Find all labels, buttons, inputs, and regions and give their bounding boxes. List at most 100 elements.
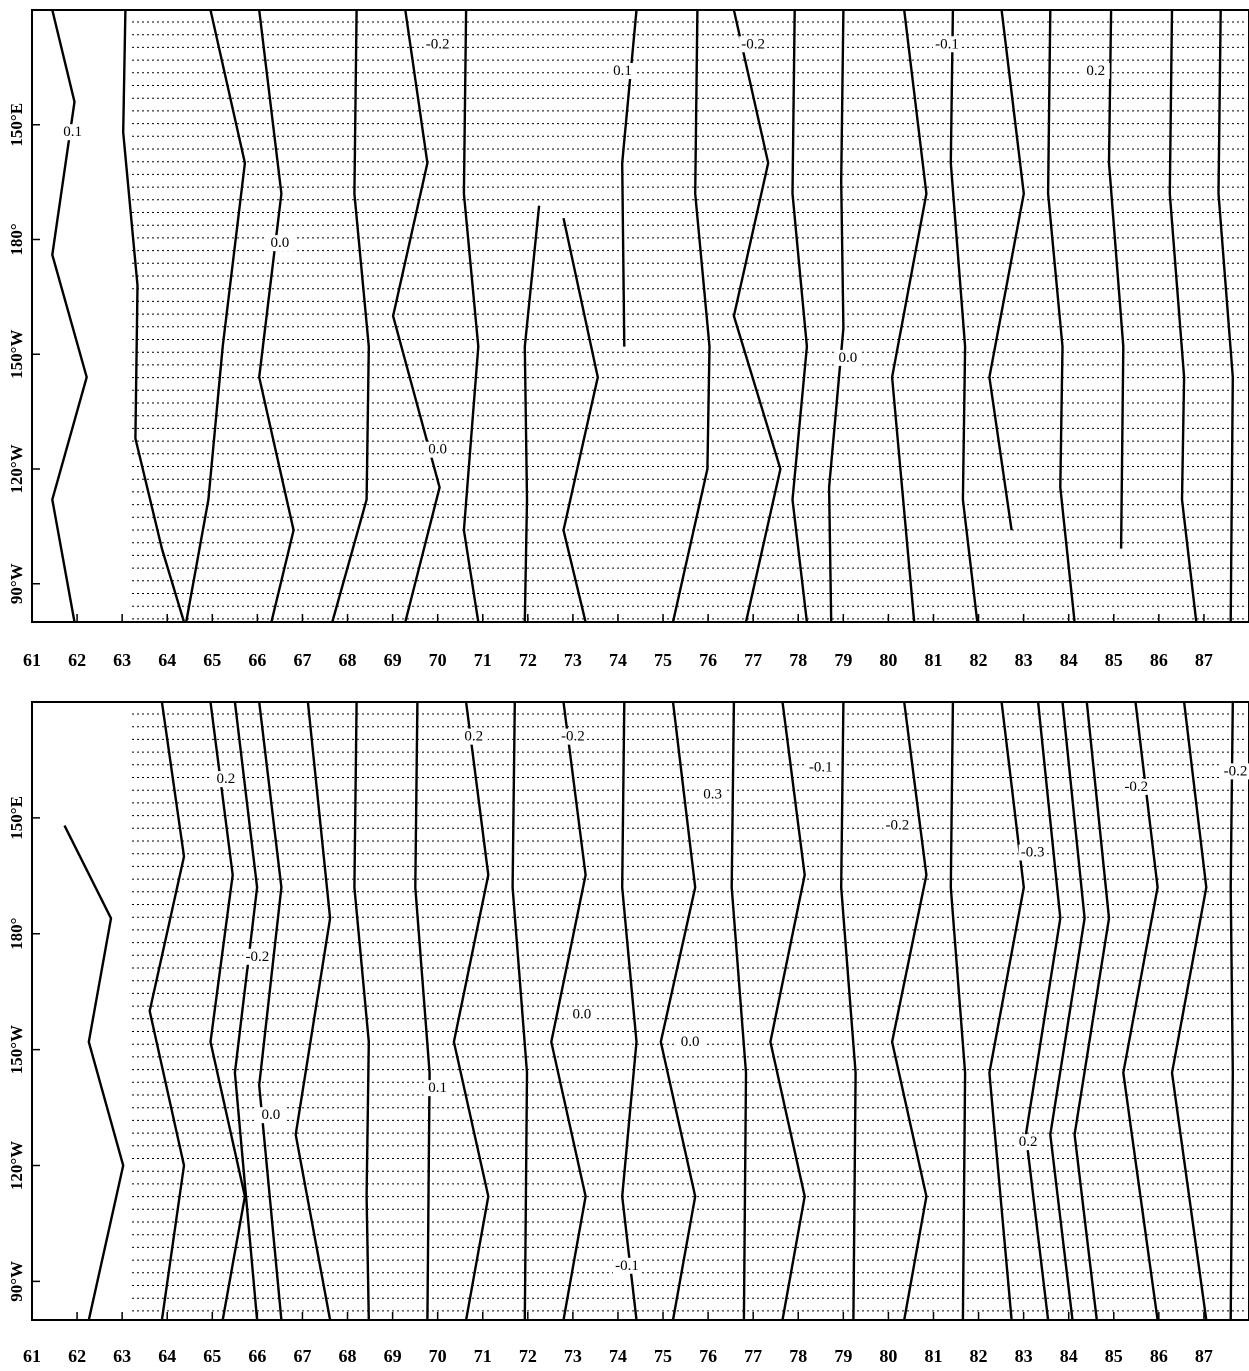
x-tick-label: 76 [699,1346,717,1366]
contour-label: -0.2 [886,817,910,833]
x-tick-label: 86 [1150,650,1168,670]
contour-label: 0.0 [271,235,290,251]
contour-line [331,9,370,623]
x-tick-label: 85 [1105,1346,1123,1366]
contour-label: 0.2 [1086,63,1105,79]
contour-label-bg [1122,778,1151,795]
contour-line [63,825,125,1321]
contour-label: -0.2 [741,36,765,52]
contour-label-bg [833,349,862,366]
contour-label: 0.2 [1019,1134,1038,1150]
contour-line [511,701,529,1321]
contour-label: 0.0 [681,1034,700,1050]
x-tick-label: 86 [1150,1346,1168,1366]
x-tick-label: 67 [293,650,311,670]
contour-label-bg [243,948,272,965]
x-tick-label: 85 [1105,650,1123,670]
y-axis-ticks-bottom: 150°E 180° 150°W 120°W 90°W [7,796,40,1302]
y-tick-label: 180° [7,918,26,950]
contour-label-bg [933,36,962,53]
x-tick-label: 79 [834,650,852,670]
contour-line [769,701,806,1321]
contour-label: 0.0 [262,1107,281,1123]
contour-plot-top: 0.1 0.0 -0.2 0.0 0.1 -0.2 0.0 -0.1 0.2 61 62 63 64 65… [7,9,1249,670]
contour-line [621,701,638,1321]
contour-label: 0.1 [63,124,82,140]
contour-line [550,701,587,1321]
x-tick-label: 74 [609,650,627,670]
x-tick-label: 82 [970,650,988,670]
x-tick-label: 82 [970,1346,988,1366]
y-tick-label: 150°W [7,1025,26,1074]
x-tick-label: 69 [384,650,402,670]
contour-line [258,701,283,1321]
contour-line [988,701,1025,1321]
contour-label-bg [883,817,912,834]
hatch-shading-top [132,21,1245,620]
contour-line [1229,701,1234,1321]
contour-line [1073,701,1111,1321]
x-tick-label: 80 [879,650,897,670]
contour-label: 0.0 [573,1007,592,1023]
contour-line [732,9,782,623]
contour-label: 0.0 [838,350,857,366]
contour-label: 0.0 [428,442,447,458]
x-tick-label: 75 [654,1346,672,1366]
x-tick-label: 64 [158,650,176,670]
contour-line [185,9,247,623]
contour-line [949,701,967,1321]
contour-line [148,701,186,1321]
contour-line [233,701,259,1321]
contour-label: 0.2 [464,729,483,745]
contour-line [890,701,928,1321]
contour-line [51,9,88,623]
contour-label: 0.2 [216,771,235,787]
contour-line [730,701,748,1321]
y-axis-ticks-top: 150°E 180° 150°W 120°W 90°W [7,103,40,604]
contour-label: -0.2 [1124,779,1148,795]
contour-label-bg [423,36,452,53]
contour-line [949,9,979,623]
x-tick-label: 64 [158,1346,176,1366]
y-tick-label: 120°W [7,444,26,493]
x-tick-label: 68 [339,1346,357,1366]
x-tick-label: 69 [384,1346,402,1366]
contour-line [1046,9,1076,623]
contour-label: -0.2 [561,729,585,745]
contour-label-bg [806,759,835,776]
contour-plot-bottom: 0.2 0.2 -0.2 0.3 -0.1 -0.2 -0.3 -0.2 -0.2 -0.2 0.0… [7,701,1249,1366]
x-tick-label: 63 [113,1346,131,1366]
plot-frame [31,9,1249,623]
contour-label-bg [567,1006,596,1023]
contour-label-bg [459,728,488,745]
x-tick-label: 72 [519,1346,537,1366]
contour-label-bg [1081,63,1110,80]
contour-labels-bottom: 0.2 0.2 -0.2 0.3 -0.1 -0.2 -0.3 -0.2 -0.2 -0.2 0.0… [211,728,1249,1274]
contour-label-bg [1221,763,1249,780]
contour-line [122,9,186,623]
contour-panel-bottom: 0.2 0.2 -0.2 0.3 -0.1 -0.2 -0.3 -0.2 -0.2 -0.2 0.0… [0,690,1249,1371]
contour-label-bg [612,1257,641,1274]
x-tick-label: 77 [744,1346,762,1366]
contour-label-bg [558,728,587,745]
x-axis-ticks-top: 61 62 63 64 65 66 67 68 69 70 71 72 73 74 75 76 77 78 79 80… [23,614,1213,670]
contour-line [452,701,490,1321]
contour-label-bg [265,235,294,252]
contour-line [988,9,1025,531]
contour-line [1217,9,1234,623]
x-tick-label: 65 [203,1346,221,1366]
contour-labels-top: 0.1 0.0 -0.2 0.0 0.1 -0.2 0.0 -0.1 0.2 [58,36,1110,458]
x-tick-label: 79 [834,1346,852,1366]
x-tick-label: 61 [23,650,41,670]
contour-label-bg [423,441,452,458]
x-tick-label: 70 [429,650,447,670]
contour-panel-top: 0.1 0.0 -0.2 0.0 0.1 -0.2 0.0 -0.1 0.2 61 62 63 64 65… [7,9,1249,670]
x-tick-label: 77 [744,650,762,670]
x-tick-label: 73 [564,650,582,670]
contour-label: 0.1 [428,1080,447,1096]
x-tick-label: 70 [429,1346,447,1366]
contour-label-bg [608,63,637,80]
x-tick-label: 81 [924,1346,942,1366]
x-tick-label: 84 [1060,1346,1078,1366]
y-tick-label: 180° [7,223,26,255]
